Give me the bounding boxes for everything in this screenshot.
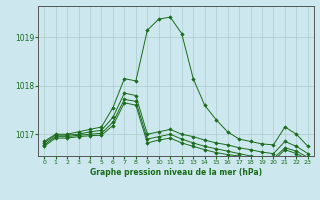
X-axis label: Graphe pression niveau de la mer (hPa): Graphe pression niveau de la mer (hPa) [90,168,262,177]
